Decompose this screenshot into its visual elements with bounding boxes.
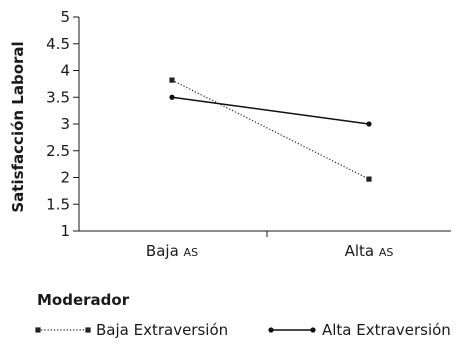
- series-marker-2: [366, 121, 372, 127]
- legend-marker-end-2: [310, 327, 316, 333]
- y-tick-label: 3.5: [46, 88, 70, 106]
- y-axis-ticks: 1 1.5 2 2.5 3 3.5 4 4.5 5: [46, 8, 79, 240]
- x-tick-label-suffix: AS: [379, 246, 394, 259]
- legend-marker-start-2: [268, 327, 274, 333]
- legend-marker-start-1: [35, 327, 41, 333]
- series-marker-2: [169, 94, 175, 100]
- legend-label-2: Alta Extraversión: [322, 321, 451, 339]
- y-tick-label: 5: [60, 8, 70, 26]
- series-marker-1: [169, 77, 175, 83]
- y-tick-label: 1: [60, 222, 70, 240]
- series-group: [169, 77, 372, 182]
- y-tick-label: 1.5: [46, 195, 70, 213]
- y-axis-title: Satisfacción Laboral: [9, 41, 27, 212]
- y-tick-label: 4.5: [46, 35, 70, 53]
- x-axis-ticks: Baja AS Alta AS: [146, 242, 393, 260]
- legend-title: Moderador: [37, 291, 130, 309]
- series-line-2: [171, 96, 370, 125]
- legend: Baja Extraversión Alta Extraversión: [35, 321, 451, 339]
- legend-label-1: Baja Extraversión: [96, 321, 228, 339]
- series-marker-1: [366, 176, 372, 182]
- y-tick-label: 2.5: [46, 142, 70, 160]
- x-tick-label-suffix: AS: [184, 246, 199, 259]
- y-tick-label: 4: [60, 62, 70, 80]
- x-tick-label: Alta AS: [345, 242, 394, 260]
- x-tick-label: Baja AS: [146, 242, 198, 260]
- y-tick-label: 2: [60, 169, 70, 187]
- series-line-1: [171, 79, 370, 180]
- x-tick-label-main: Baja: [146, 242, 184, 260]
- x-tick-label-main: Alta: [345, 242, 379, 260]
- y-tick-label: 3: [60, 115, 70, 133]
- legend-marker-end-1: [85, 327, 91, 333]
